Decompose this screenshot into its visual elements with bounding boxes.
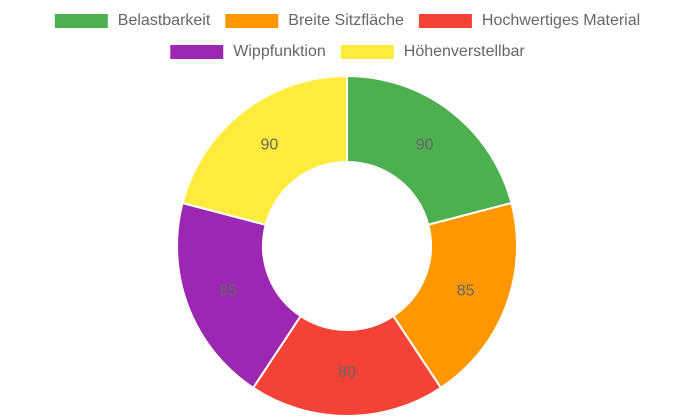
legend-swatch xyxy=(170,45,224,59)
legend-swatch xyxy=(225,14,279,28)
data-label: 85 xyxy=(219,283,237,300)
data-label: 90 xyxy=(416,137,434,154)
doughnut-segment xyxy=(391,201,518,390)
legend-label: Wippfunktion xyxy=(233,43,326,60)
doughnut-segment xyxy=(346,74,513,226)
legend-swatch xyxy=(418,14,472,28)
legend-label: Hochwertiges Material xyxy=(482,12,640,29)
legend-item: Hochwertiges Material xyxy=(418,12,640,29)
legend-label: Belastbarkeit xyxy=(118,12,211,29)
legend-label: Breite Sitzfläche xyxy=(288,12,404,29)
legend-item: Höhenverstellbar xyxy=(340,43,526,60)
legend-item: Wippfunktion xyxy=(170,43,326,60)
legend-swatch xyxy=(54,14,108,28)
legend-item: Breite Sitzfläche xyxy=(225,12,404,29)
data-label: 85 xyxy=(457,283,475,300)
doughnut-segment xyxy=(181,74,348,226)
legend-label: Höhenverstellbar xyxy=(404,43,526,60)
data-label: 90 xyxy=(260,137,278,154)
doughnut-segment xyxy=(176,201,303,390)
legend-swatch xyxy=(340,45,394,59)
doughnut-segment xyxy=(251,314,443,417)
legend-item: Belastbarkeit xyxy=(54,12,211,29)
data-label: 80 xyxy=(338,364,356,381)
